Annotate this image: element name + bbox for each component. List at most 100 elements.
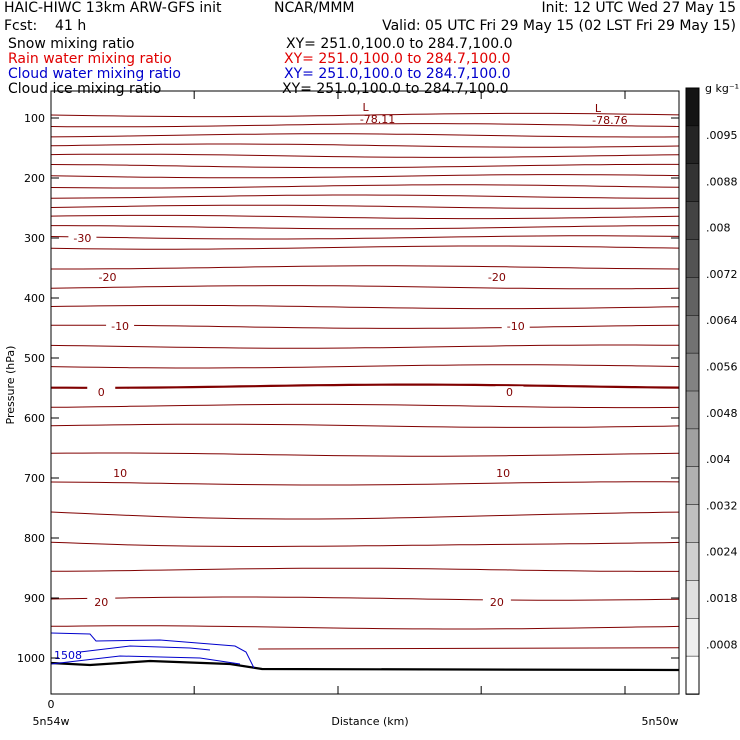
contour-label: 0 — [98, 386, 105, 399]
contour-line — [50, 143, 680, 148]
colorbar-segment — [685, 428, 700, 468]
contour-line — [50, 194, 679, 199]
colorbar-label: .008 — [706, 222, 731, 235]
colorbar-segment — [685, 201, 700, 241]
contour-line — [50, 511, 680, 520]
colorbar-segment — [685, 277, 700, 316]
contour-line — [50, 567, 679, 572]
contour-line — [50, 112, 680, 118]
contour-line — [50, 214, 680, 220]
x-axis-title: Distance (km) — [331, 715, 408, 728]
contour-label-bg — [489, 467, 518, 481]
contour-line — [50, 304, 680, 310]
colorbar-segment — [685, 466, 700, 506]
contour-label: -10 — [507, 320, 525, 333]
colorbar-segment — [685, 87, 700, 127]
contour-label: -30 — [73, 232, 91, 245]
contour-line — [50, 153, 680, 158]
contour-line — [51, 383, 680, 389]
y-tick-label: 400 — [24, 292, 45, 305]
low-value: -78.76 — [592, 114, 627, 127]
contour-line — [50, 423, 680, 428]
contour-label-bg — [87, 386, 116, 400]
contour-line — [50, 163, 679, 169]
forecast-hour: Fcst: 41 h — [4, 18, 87, 34]
cloud-contour-label: 1508 — [54, 649, 82, 662]
field-snow-xy: XY= 251.0,100.0 to 284.7,100.0 — [286, 36, 513, 52]
cloud-water-contours: 1508 — [50, 632, 255, 669]
y-tick-label: 900 — [24, 592, 45, 605]
contour-line — [50, 481, 680, 486]
colorbar-label: .0056 — [706, 361, 738, 374]
contour-label-bg — [87, 596, 116, 610]
contour-label: -10 — [111, 320, 129, 333]
colorbar-label: .0032 — [706, 499, 738, 512]
contour-line — [50, 285, 680, 290]
y-tick-label: 800 — [24, 532, 45, 545]
colorbar-segment — [685, 125, 700, 165]
field-rain-xy: XY= 251.0,100.0 to 284.7,100.0 — [284, 51, 511, 67]
model-title: HAIC-HIWC 13km ARW-GFS init — [4, 0, 222, 16]
contour-line — [50, 452, 680, 457]
colorbar-segment — [685, 504, 700, 544]
y-tick-label: 100 — [24, 112, 45, 125]
colorbar-label: .0072 — [706, 268, 738, 281]
colorbar-label: .0088 — [706, 175, 738, 188]
contour-line — [50, 184, 680, 189]
field-cloud-ice-xy: XY= 251.0,100.0 to 284.7,100.0 — [282, 81, 509, 97]
contour-label-bg — [106, 320, 135, 334]
contour-label: 10 — [113, 467, 127, 480]
y-axis-title: Pressure (hPa) — [4, 346, 17, 425]
contour-line — [50, 204, 680, 209]
contour-line — [50, 403, 680, 409]
contour-label: 10 — [496, 467, 510, 480]
colorbar-segment — [685, 163, 700, 203]
contour-line — [50, 596, 680, 601]
cloud-contour — [50, 632, 255, 669]
x-end-label: 5n50w — [642, 715, 679, 728]
colorbar: .0095 .0088 .008 .0072 .0064 .0056 .0048 .004 .0… — [685, 87, 738, 695]
colorbar-label: .0048 — [706, 407, 738, 420]
contour-label-bg — [106, 467, 135, 481]
y-tick-label: 700 — [24, 472, 45, 485]
colorbar-segment — [685, 542, 700, 582]
org-label: NCAR/MMM — [274, 0, 355, 16]
contour-label-bg — [501, 320, 530, 334]
cloud-contour — [79, 645, 211, 653]
contour-line — [258, 647, 680, 650]
contour-label-bg — [482, 271, 511, 284]
colorbar-label: .0064 — [706, 314, 738, 327]
contour-line — [50, 324, 680, 329]
colorbar-label: .0008 — [706, 638, 738, 651]
contour-label-bg — [93, 271, 122, 284]
contour-label: 20 — [94, 596, 108, 609]
colorbar-unit: g kg⁻¹ — [705, 82, 739, 95]
contour-line — [50, 344, 680, 349]
contour-label-bg — [68, 232, 97, 245]
colorbar-segment — [685, 315, 700, 354]
contour-label: -20 — [488, 271, 506, 284]
contour-line — [50, 625, 680, 630]
contour-label: 0 — [506, 386, 513, 399]
contour-line — [51, 225, 679, 230]
contour-line — [51, 265, 680, 270]
low-marker: L — [362, 101, 369, 114]
contour-label: 20 — [490, 596, 504, 609]
low-marker: L — [595, 102, 602, 115]
colorbar-label: .0024 — [706, 546, 738, 559]
contour-label-bg — [482, 596, 511, 610]
colorbar-label: .004 — [706, 453, 731, 466]
field-rain-label: Rain water mixing ratio — [8, 51, 172, 67]
field-snow-label: Snow mixing ratio — [8, 36, 135, 52]
contour-line — [50, 364, 680, 369]
contour-label-bg — [495, 386, 524, 400]
field-cloud-water-xy: XY= 251.0,100.0 to 284.7,100.0 — [284, 66, 511, 82]
colorbar-segment — [685, 580, 700, 619]
colorbar-segment — [685, 352, 700, 392]
contour-line — [50, 123, 680, 128]
cloud-contour — [50, 655, 241, 665]
temperature-contours — [50, 112, 680, 672]
y-tick-label: 200 — [24, 172, 45, 185]
terrain-surface-line — [50, 659, 680, 672]
